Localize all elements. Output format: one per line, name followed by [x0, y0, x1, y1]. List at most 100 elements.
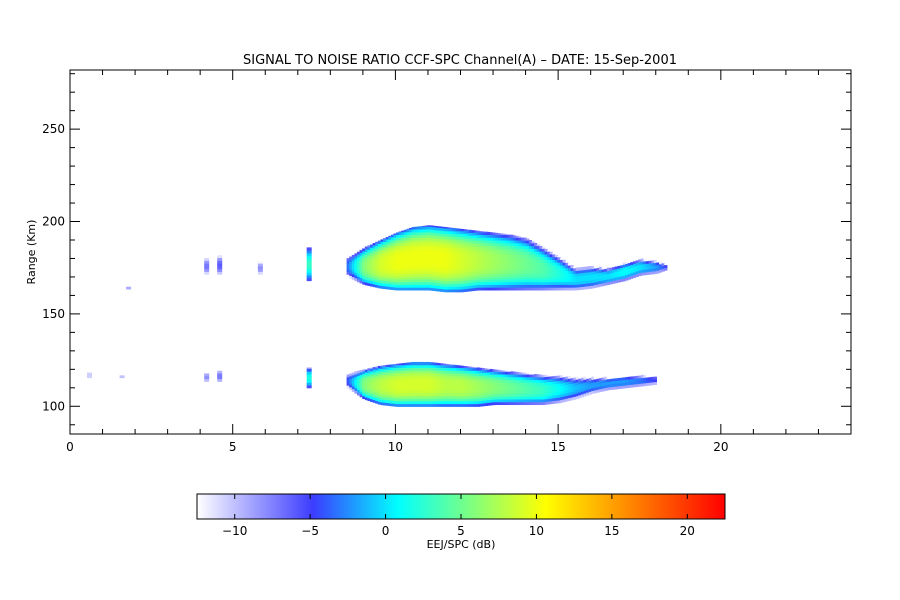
echo-cell: [484, 374, 488, 379]
echo-cell: [523, 379, 527, 383]
echo-cell: [518, 276, 522, 280]
echo-cell: [463, 381, 467, 385]
echo-cell: [578, 386, 582, 390]
y-tick-label: 100: [42, 399, 65, 413]
echo-cell: [442, 403, 447, 407]
echo-cell: [474, 386, 478, 391]
echo-cell: [552, 256, 556, 260]
echo-cell: [554, 400, 559, 404]
echo-cell: [484, 287, 488, 291]
echo-cell: [476, 373, 480, 377]
echo-cell: [476, 234, 480, 238]
echo-cell: [351, 265, 356, 269]
echo-cell: [521, 270, 525, 274]
echo-cell: [518, 376, 522, 381]
echo-cell: [445, 370, 449, 374]
echo-cell: [409, 370, 413, 374]
echo-cell: [437, 249, 441, 253]
echo-cell: [346, 274, 350, 278]
echo-cell: [552, 378, 556, 382]
echo-cell: [422, 228, 426, 233]
echo-cell: [429, 259, 434, 263]
echo-cell: [367, 265, 371, 270]
echo-cell: [445, 378, 449, 382]
echo-cell: [487, 374, 491, 378]
echo-cell: [458, 258, 462, 262]
echo-cell: [377, 390, 382, 394]
echo-cell: [364, 246, 369, 250]
echo-cell: [562, 281, 566, 285]
echo-cell: [409, 237, 413, 241]
echo-cell: [474, 231, 478, 236]
echo-cell: [367, 274, 371, 278]
echo-cell: [632, 381, 637, 385]
echo-cell: [580, 393, 585, 398]
echo-cell: [396, 381, 400, 385]
echo-cell: [372, 242, 376, 246]
echo-cell: [481, 284, 486, 288]
echo-cell: [388, 286, 392, 290]
echo-cell: [427, 234, 431, 238]
echo-cell: [367, 368, 371, 371]
echo-cell: [604, 276, 608, 280]
echo-cell: [390, 278, 395, 282]
echo-cell: [458, 395, 462, 399]
echo-cell: [398, 281, 402, 285]
echo-cell: [416, 373, 421, 377]
echo-cell: [539, 393, 543, 397]
echo-cell: [521, 393, 525, 397]
echo-cell: [479, 392, 483, 396]
echo-cell: [442, 274, 447, 279]
echo-cell: [398, 245, 402, 249]
echo-cell: [481, 245, 486, 249]
echo-cell: [390, 283, 395, 288]
echo-cell: [398, 278, 402, 283]
echo-cell: [575, 270, 579, 274]
echo-cell: [593, 278, 598, 283]
echo-cell: [429, 367, 434, 371]
echo-cell: [390, 366, 395, 371]
echo-cell: [445, 255, 449, 260]
echo-cell: [487, 267, 491, 272]
echo-cell: [440, 227, 444, 231]
echo-cell: [463, 403, 467, 407]
echo-cell: [354, 371, 358, 375]
echo-cell: [380, 260, 384, 264]
echo-cell: [416, 364, 421, 369]
echo-cell: [502, 237, 506, 241]
echo-cell: [359, 263, 363, 267]
echo-cell: [497, 398, 501, 403]
echo-cell: [573, 281, 577, 285]
echo-cell: [622, 374, 626, 378]
echo-cell: [547, 381, 551, 386]
echo-cell: [455, 236, 460, 240]
echo-cell: [534, 281, 538, 285]
echo-cell: [414, 276, 418, 280]
echo-cell: [359, 385, 363, 389]
echo-cell: [547, 287, 551, 291]
echo-cell: [448, 230, 452, 235]
echo-cell: [432, 284, 436, 289]
echo-cell: [588, 391, 592, 395]
echo-cell: [515, 390, 520, 394]
echo-cell: [437, 235, 441, 239]
echo-cell: [471, 389, 475, 394]
echo-cell: [419, 248, 423, 252]
echo-cell: [445, 227, 449, 232]
echo-cell: [437, 266, 441, 270]
echo-cell: [401, 239, 405, 244]
isolated-echo-cell: [217, 268, 223, 272]
echo-cell: [497, 251, 501, 255]
echo-cell: [448, 370, 452, 374]
echo-cell: [489, 278, 493, 283]
echo-cell: [468, 279, 473, 284]
echo-cell: [487, 231, 491, 236]
echo-cell: [640, 269, 644, 273]
echo-cell: [432, 265, 436, 269]
echo-cell: [414, 242, 418, 247]
echo-cell: [416, 384, 421, 388]
echo-cell: [518, 270, 522, 274]
echo-cell: [479, 367, 483, 371]
echo-cell: [528, 270, 533, 274]
echo-cell: [455, 261, 460, 265]
